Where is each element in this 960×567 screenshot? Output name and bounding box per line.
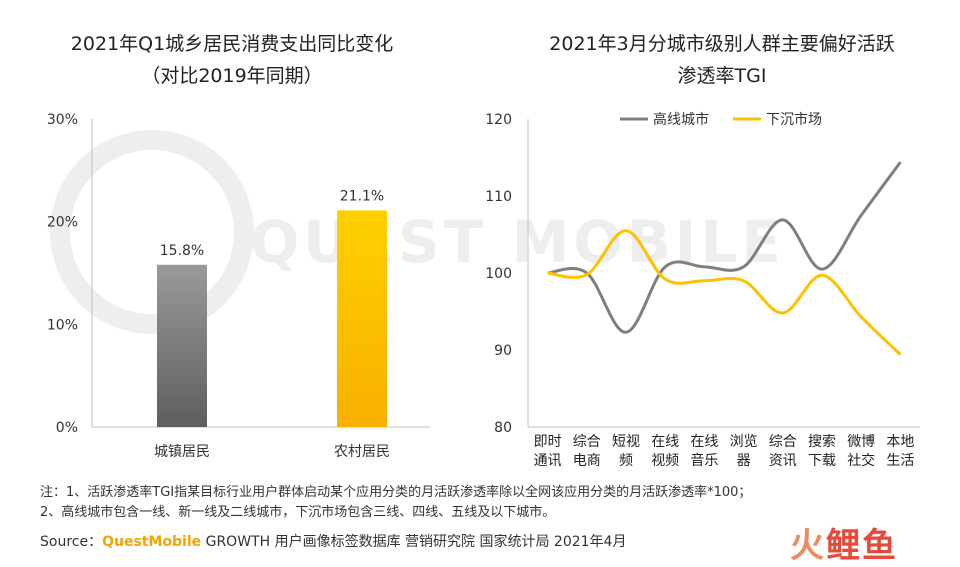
line-y-tick-label: 90 (494, 343, 512, 359)
line-x-tick-label: 微博 (847, 433, 875, 450)
line-x-tick-label: 频 (619, 453, 633, 469)
line-x-tick-label: 本地 (886, 434, 914, 450)
line-chart-title-line2: 渗透率TGI (678, 65, 767, 87)
line-x-tick-label: 社交 (847, 452, 875, 469)
line-y-tick-label: 120 (485, 112, 512, 128)
line-y-tick-label: 100 (485, 266, 512, 282)
line-x-tick-label: 视频 (651, 453, 679, 469)
logo-char-a: 火 (790, 526, 826, 566)
line-x-tick-label: 生活 (886, 453, 914, 469)
legend-label: 下沉市场 (766, 111, 822, 128)
bar-y-tick-label: 20% (47, 215, 78, 231)
bar-x-tick-label: 农村居民 (334, 444, 390, 460)
source-rest: GROWTH 用户画像标签数据库 营销研究院 国家统计局 2021年4月 (201, 534, 627, 550)
legend-label: 高线城市 (653, 111, 709, 128)
bar-y-tick-label: 10% (47, 317, 78, 333)
bar-y-tick-label: 30% (47, 112, 78, 128)
line-y-tick-label: 80 (494, 420, 512, 436)
line-x-tick-label: 电商 (573, 453, 601, 469)
bar-1 (157, 264, 207, 427)
brand-logo: 火鲤鱼 (790, 518, 898, 567)
line-x-tick-label: 资讯 (769, 453, 797, 469)
line-x-tick-label: 音乐 (690, 452, 718, 469)
bar-data-label: 21.1% (340, 188, 384, 204)
footnote-1: 注：1、活跃渗透率TGI指某目标行业用户群体启动某个应用分类的月活跃渗透率除以全… (40, 485, 752, 500)
bar-x-tick-label: 城镇居民 (154, 444, 210, 460)
bar-chart-subtitle: （对比2019年同期） (141, 65, 322, 87)
line-y-tick-label: 110 (485, 189, 512, 205)
line-x-tick-label: 搜索 (808, 433, 836, 450)
line-x-tick-label: 器 (737, 453, 751, 469)
line-x-tick-label: 即时 (534, 434, 562, 450)
line-x-tick-label: 下载 (808, 453, 836, 469)
logo-char-b: 鲤鱼 (826, 526, 898, 566)
bar-2 (337, 210, 387, 427)
line-x-tick-label: 浏览 (730, 434, 758, 450)
source-prefix: Source： (40, 534, 103, 550)
line-x-tick-label: 在线 (651, 434, 679, 450)
line-x-tick-label: 通讯 (534, 453, 562, 469)
footnote-2: 2、高线城市包含一线、新一线及二线城市，下沉市场包含三线、四线、五线及以下城市。 (40, 505, 556, 520)
line-chart-title: 2021年3月分城市级别人群主要偏好活跃 (549, 33, 894, 55)
series-line-1 (547, 161, 902, 334)
bar-chart-title: 2021年Q1城乡居民消费支出同比变化 (71, 33, 393, 55)
watermark-logo-ring (50, 130, 254, 334)
bar-y-tick-label: 0% (56, 420, 78, 436)
source-line: Source：QuestMobile GROWTH 用户画像标签数据库 营销研究… (40, 531, 626, 551)
bar-data-label: 15.8% (160, 243, 204, 259)
source-brand: QuestMobile (102, 534, 202, 550)
series-line-2 (547, 229, 902, 356)
line-x-tick-label: 短视 (612, 434, 640, 450)
line-x-tick-label: 在线 (690, 434, 718, 450)
line-x-tick-label: 综合 (769, 434, 797, 450)
line-x-tick-label: 综合 (573, 434, 601, 450)
